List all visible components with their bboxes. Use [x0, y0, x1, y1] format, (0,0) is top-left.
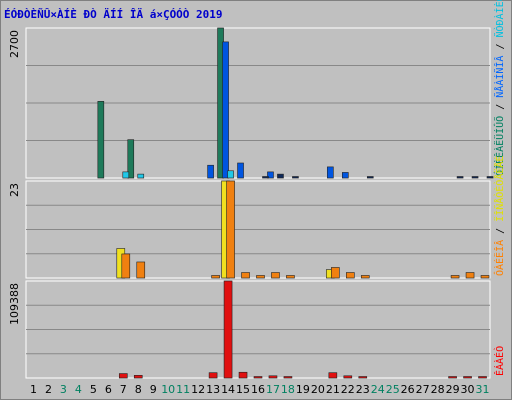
series-legend: ÔÀÉËÎÂ / ÏÎÑÅÒÈÒÅËÅÉ [493, 156, 506, 276]
bar [226, 180, 235, 279]
x-tick-label: 13 [206, 383, 220, 396]
bar [208, 372, 218, 379]
chart-panels: 2700 ÓÍÈÊÀËÜÍÛÕ / ÑÅÀÍÑÎÂ / ÑÒÐÀÍÈÖ 23 ÔÀÉË… [8, 0, 506, 379]
bar [262, 176, 269, 179]
y-max-label: 2700 [8, 30, 21, 58]
bar [358, 376, 368, 379]
panel-1: 2700 ÓÍÈÊÀËÜÍÛÕ / ÑÅÀÍÑÎÂ / ÑÒÐÀÍÈÖ [8, 0, 506, 179]
legend-part: / [495, 98, 506, 116]
x-tick-label: 30 [461, 383, 475, 396]
bar [463, 376, 472, 379]
bar [223, 280, 233, 379]
bar [122, 171, 130, 179]
legend-part: / [495, 222, 506, 240]
bar [471, 176, 479, 179]
bar [331, 267, 340, 279]
bar [118, 373, 128, 379]
bar [346, 272, 355, 279]
legend-part: ÔÀÉËÎÂ [493, 240, 506, 276]
series-legend: ÊÁÀÉÒ [493, 346, 506, 376]
bar [277, 173, 284, 179]
bar [253, 376, 263, 379]
bar [486, 176, 494, 179]
bar [286, 275, 295, 279]
legend-part: ÑÒÐÀÍÈÖ [493, 0, 506, 38]
bar [211, 275, 220, 279]
x-tick-label: 17 [266, 383, 280, 396]
x-tick-label: 22 [341, 383, 355, 396]
x-tick-label: 1 [30, 383, 37, 396]
x-tick-label: 3 [60, 383, 67, 396]
bar [137, 173, 145, 179]
x-tick-label: 27 [416, 383, 430, 396]
bar [256, 275, 265, 279]
bar [448, 376, 457, 379]
bar [97, 101, 105, 179]
x-tick-label: 28 [431, 383, 445, 396]
panel-2: 23 ÔÀÉËÎÂ / ÏÎÑÅÒÈÒÅËÅÉ [8, 156, 506, 279]
chart-title: ÉÓÐÒÈÑÛ×ÀÍÈ ÐÒ ÄÍÍ ÎÄ á×ÇÓÓÒ 2019 [4, 7, 223, 21]
bar [360, 275, 370, 279]
x-tick-label: 18 [281, 383, 295, 396]
x-tick-label: 4 [75, 383, 82, 396]
bar [267, 171, 274, 179]
bar [478, 376, 487, 379]
x-tick-label: 7 [120, 383, 127, 396]
x-tick-label: 8 [135, 383, 142, 396]
bar [222, 41, 229, 179]
bar [241, 272, 250, 279]
x-tick-label: 2 [45, 383, 52, 396]
panel-3: 109388 ÊÁÀÉÒ [8, 280, 506, 379]
bar [366, 176, 374, 179]
legend-part: ÑÅÀÍÑÎÂ [493, 56, 506, 98]
x-tick-label: 20 [311, 383, 325, 396]
bar [342, 172, 349, 179]
x-tick-label: 31 [476, 383, 490, 396]
bar [127, 139, 135, 179]
x-tick-label: 6 [105, 383, 112, 396]
x-tick-label: 12 [191, 383, 205, 396]
x-tick-label: 25 [386, 383, 400, 396]
bar [133, 375, 143, 379]
legend-part: / [495, 38, 506, 56]
bar [450, 275, 460, 279]
x-tick-label: 14 [221, 383, 235, 396]
x-tick-label: 16 [251, 383, 265, 396]
x-tick-label: 29 [446, 383, 460, 396]
series-legend: ÓÍÈÊÀËÜÍÛÕ / ÑÅÀÍÑÎÂ / ÑÒÐÀÍÈÖ [493, 0, 506, 176]
bar [283, 376, 293, 379]
x-tick-label: 10 [161, 383, 175, 396]
x-tick-label: 21 [326, 383, 340, 396]
x-tick-label: 11 [176, 383, 190, 396]
y-max-label: 109388 [8, 283, 21, 325]
x-tick-label: 15 [236, 383, 250, 396]
bar [268, 375, 278, 379]
x-tick-label: 24 [371, 383, 385, 396]
x-tick-label: 19 [296, 383, 310, 396]
x-axis: 1 2 3 4 5 6 7 8 9 10 11 12 13 14 15 16 17 18 19 20 21 22 23 24 2… [30, 383, 490, 396]
bar [121, 253, 131, 279]
legend-part: ÏÎÑÅÒÈÒÅËÅÉ [493, 156, 506, 222]
bar [207, 164, 214, 179]
bar [327, 166, 334, 179]
x-tick-label: 26 [401, 383, 415, 396]
x-tick-label: 5 [90, 383, 97, 396]
bar [136, 261, 146, 279]
bar [465, 272, 475, 279]
bar [456, 176, 464, 179]
y-max-label: 23 [8, 183, 21, 197]
legend-part: ÊÁÀÉÒ [493, 346, 506, 376]
x-tick-label: 9 [150, 383, 157, 396]
bar [328, 372, 338, 379]
x-tick-label: 23 [356, 383, 370, 396]
bar [237, 162, 244, 179]
bar [227, 170, 234, 179]
bar [343, 375, 353, 379]
bar [292, 176, 299, 179]
bar [480, 275, 490, 279]
legend-part: ÓÍÈÊÀËÜÍÛÕ [493, 116, 506, 176]
bar [271, 272, 280, 279]
bar [238, 371, 248, 379]
